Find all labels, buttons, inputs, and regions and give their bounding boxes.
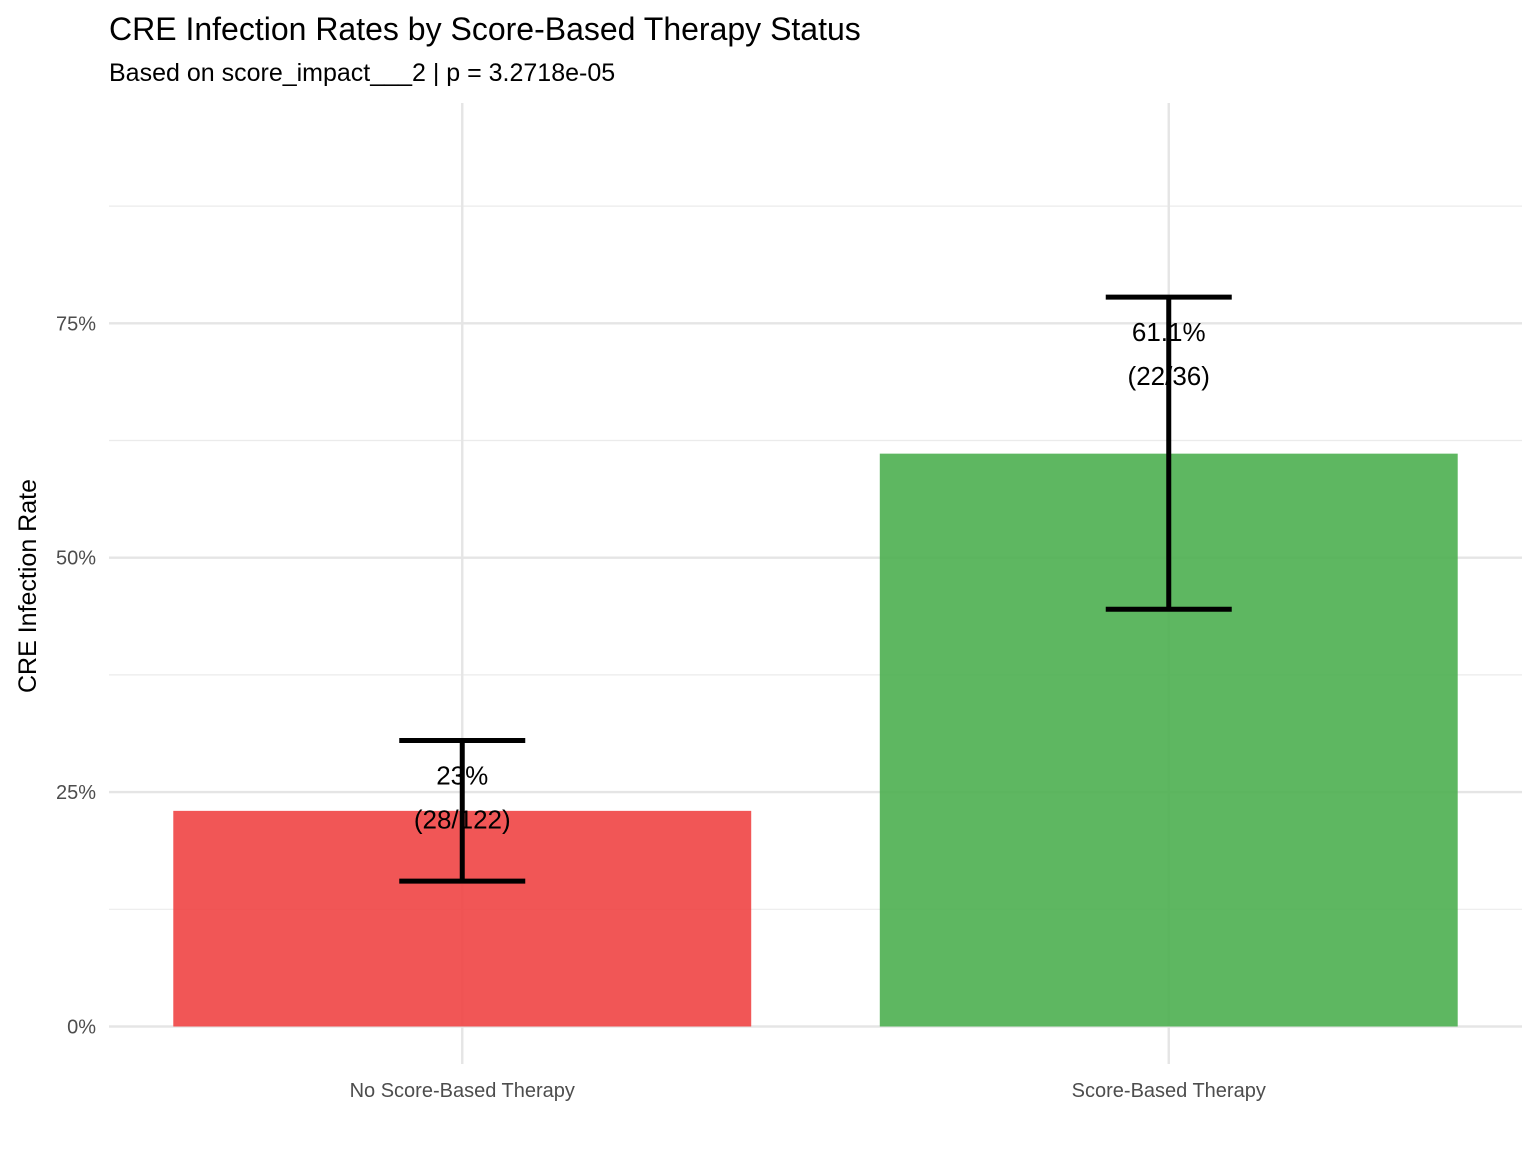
y-tick-label: 0% — [67, 1016, 96, 1038]
chart-subtitle: Based on score_impact___2 | p = 3.2718e-… — [109, 59, 616, 87]
axis-layer: 0% 25% 50% 75% No Score-Based Therapy Score-B… — [56, 313, 1266, 1102]
data-label-percent: 61.1% — [1132, 317, 1206, 347]
y-axis-title: CRE Infection Rate — [14, 479, 42, 693]
y-tick-label: 50% — [56, 548, 96, 570]
bar-layer — [173, 453, 1458, 1027]
value-label-layer: 23% (28/122) 61.1% (22/36) — [414, 317, 1210, 834]
y-tick-label: 75% — [56, 313, 96, 335]
chart-title: CRE Infection Rates by Score-Based Thera… — [109, 11, 861, 47]
data-label-count: (28/122) — [414, 805, 511, 835]
y-tick-label: 25% — [56, 782, 96, 804]
x-tick-label: No Score-Based Therapy — [350, 1080, 575, 1102]
data-label-percent: 23% — [436, 761, 488, 791]
data-label-count: (22/36) — [1128, 361, 1210, 391]
x-tick-label: Score-Based Therapy — [1072, 1080, 1266, 1102]
error-bar-layer — [399, 294, 1232, 884]
